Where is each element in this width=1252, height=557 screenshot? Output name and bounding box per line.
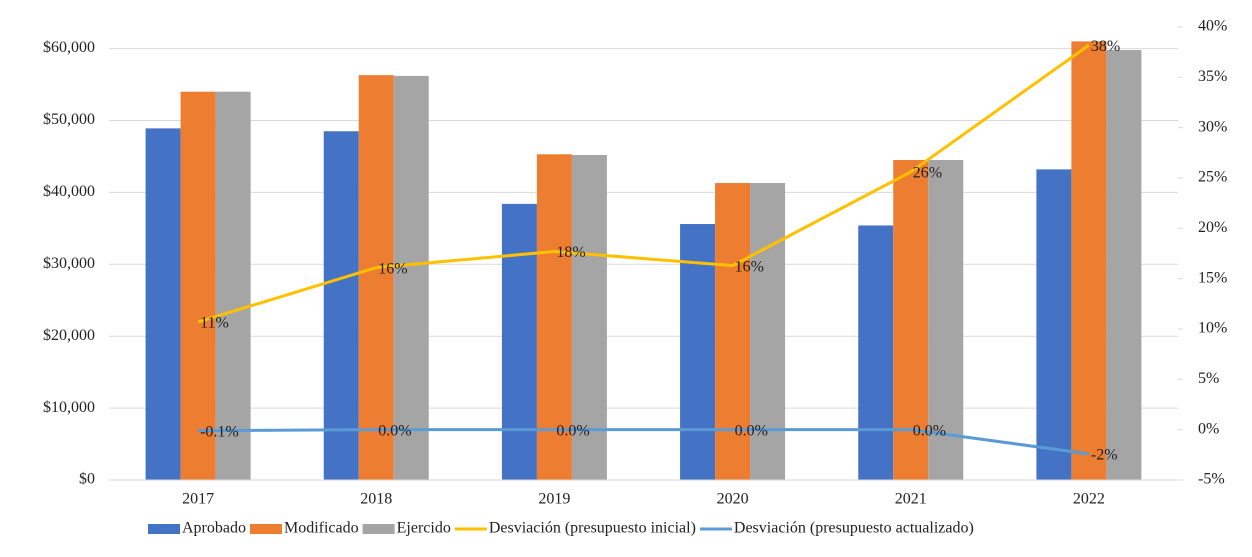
line: [197, 43, 1090, 324]
x-tick-label: 2020: [717, 491, 749, 508]
y2-tick-label: 40%: [1198, 18, 1227, 35]
line: [198, 428, 1090, 456]
data-label: 0.0%: [378, 422, 411, 439]
legend-label: Aprobado: [182, 520, 246, 537]
y2-tick-label: 35%: [1198, 68, 1227, 85]
bar: [680, 224, 716, 480]
y-tick-label: $40,000: [43, 183, 95, 200]
bar: [858, 225, 894, 480]
x-tick-label: 2021: [895, 491, 927, 508]
bar: [393, 75, 429, 481]
y2-tick-label: 15%: [1198, 269, 1227, 286]
legend-swatch: [249, 524, 282, 534]
data-label: 38%: [1091, 38, 1120, 55]
bar: [1036, 169, 1072, 480]
legend-swatch: [362, 524, 395, 534]
bar: [323, 131, 359, 480]
legend-label: Desviación (presupuesto actualizado): [734, 520, 974, 537]
legend-label: Ejercido: [397, 520, 451, 537]
bar: [501, 203, 537, 480]
y-tick-label: $60,000: [43, 39, 95, 56]
data-label: 26%: [913, 165, 942, 182]
legend-label: Desviación (presupuesto inicial): [489, 520, 696, 537]
bar: [893, 160, 929, 480]
y-tick-label: $0: [79, 471, 95, 488]
data-label: 11%: [200, 315, 229, 332]
data-label: 0.0%: [556, 422, 589, 439]
bar: [1071, 41, 1107, 480]
bar: [358, 75, 394, 480]
data-label: 16%: [378, 260, 407, 277]
bar: [536, 154, 572, 480]
x-tick-label: 2018: [360, 491, 392, 508]
y2-tick-label: 25%: [1198, 169, 1227, 186]
y2-tick-label: 10%: [1198, 320, 1227, 337]
y-tick-label: $30,000: [43, 255, 95, 272]
data-label: -2%: [1091, 446, 1118, 463]
bar: [928, 160, 964, 480]
bar: [571, 154, 607, 480]
bar: [180, 91, 216, 480]
data-label: 18%: [556, 244, 585, 261]
data-label: 0.0%: [735, 422, 768, 439]
data-label: 0.0%: [913, 422, 946, 439]
x-tick-label: 2017: [182, 491, 214, 508]
bar: [145, 128, 181, 480]
bar: [215, 91, 251, 480]
legend-swatch: [148, 524, 180, 534]
y-tick-label: $20,000: [43, 327, 95, 344]
bar: [1106, 50, 1142, 481]
x-tick-label: 2019: [538, 491, 570, 508]
data-label: -0.1%: [200, 423, 239, 440]
x-tick-label: 2022: [1073, 491, 1105, 508]
y2-tick-label: 0%: [1198, 420, 1219, 437]
y2-tick-label: 30%: [1198, 118, 1227, 135]
y2-tick-label: 20%: [1198, 219, 1227, 236]
y2-tick-label: -5%: [1198, 471, 1225, 488]
legend-label: Modificado: [284, 520, 359, 537]
data-label: 16%: [735, 258, 764, 275]
y-tick-label: $10,000: [43, 399, 95, 416]
y2-tick-label: 5%: [1198, 370, 1219, 387]
y-tick-label: $50,000: [43, 111, 95, 128]
